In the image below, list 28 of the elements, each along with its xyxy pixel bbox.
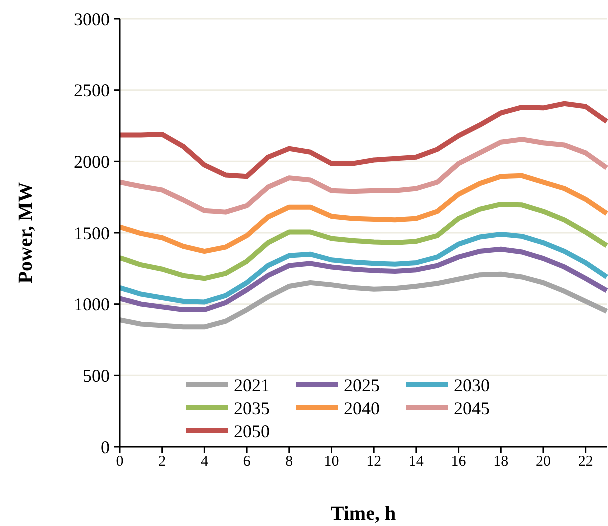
y-tick-label: 2500 <box>74 80 110 101</box>
y-axis-title: Power, MW <box>15 182 37 284</box>
legend-label: 2035 <box>234 398 270 418</box>
y-tick-label: 0 <box>101 437 110 458</box>
legend-label: 2030 <box>454 375 490 396</box>
x-tick-label: 2 <box>158 454 166 470</box>
y-tick-label: 1500 <box>74 223 110 244</box>
x-tick-label: 20 <box>536 454 551 470</box>
x-tick-label: 0 <box>116 454 124 470</box>
x-tick-label: 18 <box>494 454 509 470</box>
legend-label: 2025 <box>344 375 380 396</box>
x-tick-label: 10 <box>324 454 340 470</box>
legend-label: 2021 <box>234 375 270 396</box>
x-tick-label: 8 <box>286 454 294 470</box>
y-tick-label: 2000 <box>74 152 110 172</box>
x-tick-label: 4 <box>200 454 209 470</box>
x-tick-label: 6 <box>243 454 252 470</box>
y-tick-label: 1000 <box>74 294 110 315</box>
x-tick-label: 12 <box>366 454 382 470</box>
y-tick-label: 500 <box>83 366 110 386</box>
legend-label: 2040 <box>344 398 380 418</box>
x-tick-label: 14 <box>408 454 424 470</box>
legend-label: 2050 <box>234 421 270 442</box>
x-tick-label: 22 <box>578 454 594 470</box>
x-axis-title: Time, h <box>330 503 396 525</box>
x-tick-label: 16 <box>451 454 467 470</box>
y-tick-label: 3000 <box>74 9 110 30</box>
legend-label: 2045 <box>454 398 490 418</box>
